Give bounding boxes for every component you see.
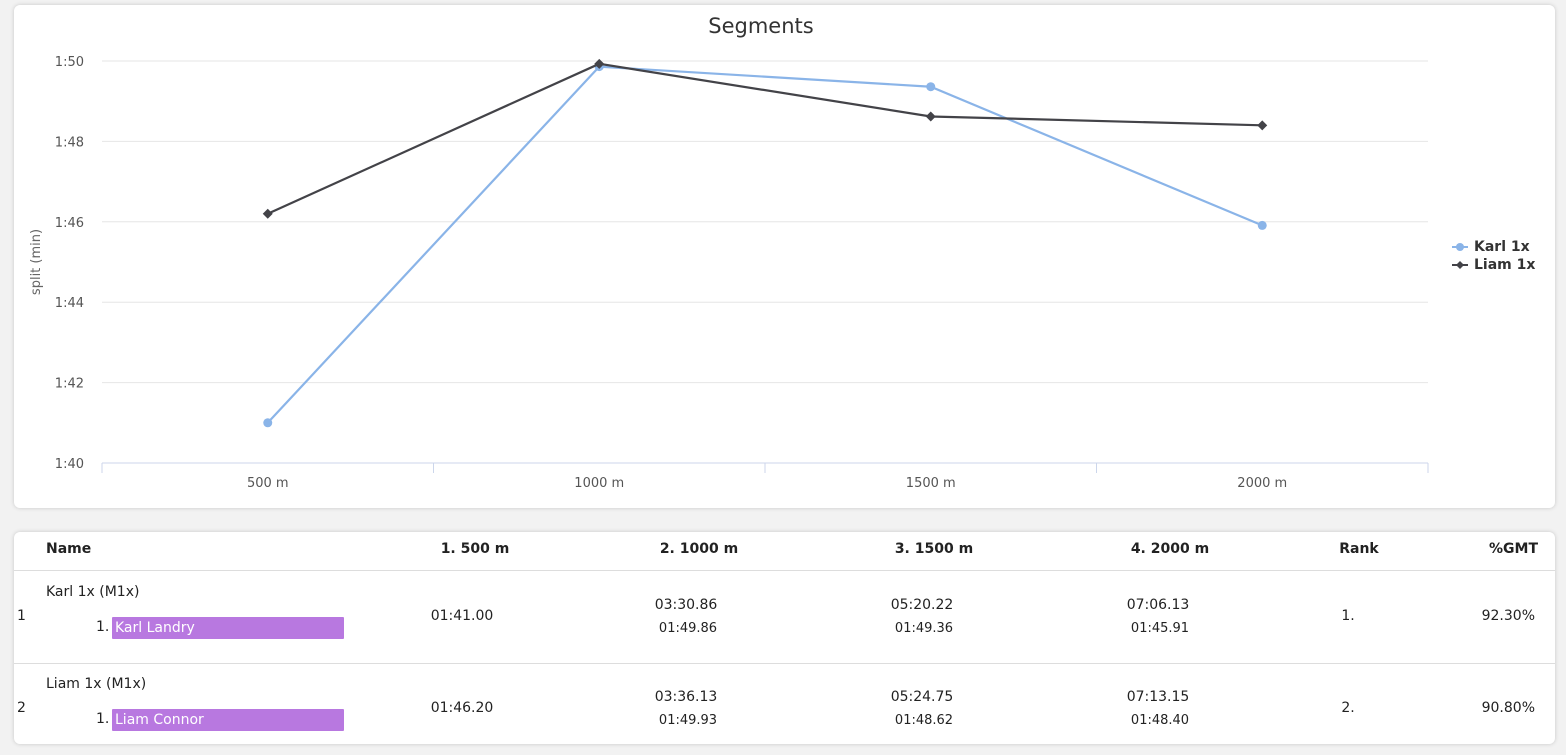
split-2000m: 01:45.91 (1130, 621, 1190, 636)
row-position: 1 (17, 608, 26, 624)
data-point (262, 208, 273, 219)
data-point (1257, 120, 1268, 131)
time-1000m: 03:36.13 (654, 689, 718, 705)
row-position: 2 (17, 700, 26, 716)
boat-name: Liam 1x (M1x) (46, 676, 147, 692)
time-2000m: 07:06.13 (1126, 597, 1190, 613)
data-point (263, 418, 273, 428)
header-name: Name (46, 541, 92, 557)
boat-name: Karl 1x (M1x) (46, 584, 140, 600)
y-tick-label: 1:48 (55, 135, 84, 150)
chart-legend: Karl 1x Liam 1x (1452, 238, 1535, 274)
y-axis-label: split (min) (29, 229, 44, 295)
legend-label: Karl 1x (1474, 239, 1530, 255)
rank-value: 2. (1341, 700, 1355, 716)
y-tick-label: 1:40 (55, 457, 84, 472)
series-line-1 (266, 65, 1263, 424)
segments-chart: Segments split (min) 1:40 1:42 1:44 1:46 1:48 1… (29, 14, 1429, 491)
legend-label: Liam 1x (1474, 257, 1536, 273)
x-tick-label: 1000 m (574, 476, 624, 491)
legend-circle-icon (1452, 243, 1468, 251)
athlete-name[interactable]: Karl Landry (112, 617, 344, 639)
legend-item-liam[interactable]: Liam 1x (1452, 256, 1535, 274)
data-point (594, 58, 605, 69)
results-table: Name 1. 500 m 2. 1000 m 3. 1500 m 4. 200… (14, 532, 1555, 744)
table-row: 2 Liam 1x (M1x) 1. Liam Connor 01:46.20 … (14, 663, 1555, 755)
time-500m: 01:41.00 (430, 608, 494, 624)
header-2000m: 4. 2000 m (1130, 541, 1210, 557)
gmt-value: 92.30% (1481, 608, 1535, 624)
time-500m: 01:46.20 (430, 700, 494, 716)
data-point (925, 111, 936, 122)
y-tick-label: 1:44 (55, 296, 84, 311)
athlete-name[interactable]: Liam Connor (112, 709, 344, 731)
data-point (1257, 220, 1267, 230)
legend-diamond-icon (1452, 261, 1468, 269)
split-2000m: 01:48.40 (1130, 713, 1190, 728)
x-tick-label: 1500 m (906, 476, 956, 491)
time-2000m: 07:13.15 (1126, 689, 1190, 705)
header-500m: 1. 500 m (440, 541, 510, 557)
chart-title: Segments (708, 14, 813, 38)
split-1000m: 01:49.93 (658, 713, 718, 728)
header-rank: Rank (1339, 541, 1379, 557)
header-1000m: 2. 1000 m (659, 541, 739, 557)
split-1000m: 01:49.86 (658, 621, 718, 636)
time-1500m: 05:24.75 (890, 689, 954, 705)
split-1500m: 01:49.36 (894, 621, 954, 636)
data-point (926, 82, 936, 92)
legend-item-karl[interactable]: Karl 1x (1452, 238, 1535, 256)
time-1000m: 03:30.86 (654, 597, 718, 613)
split-1500m: 01:48.62 (894, 713, 954, 728)
header-1500m: 3. 1500 m (894, 541, 974, 557)
chart-panel: Segments split (min) 1:40 1:42 1:44 1:46 1:48 1… (14, 5, 1555, 508)
table-header: Name 1. 500 m 2. 1000 m 3. 1500 m 4. 200… (14, 532, 1555, 571)
header-gmt: %GMT (1489, 541, 1538, 557)
gmt-value: 90.80% (1481, 700, 1535, 716)
time-1500m: 05:20.22 (890, 597, 954, 613)
series-line-2 (267, 62, 1263, 215)
y-tick-label: 1:42 (55, 377, 84, 392)
y-tick-label: 1:50 (55, 55, 84, 70)
y-tick-label: 1:46 (55, 216, 84, 231)
athlete-number: 1. (96, 619, 110, 635)
table-row: 1 Karl 1x (M1x) 1. Karl Landry 01:41.00 … (14, 571, 1555, 664)
x-tick-label: 500 m (247, 476, 289, 491)
athlete-number: 1. (96, 711, 110, 727)
rank-value: 1. (1341, 608, 1355, 624)
x-tick-label: 2000 m (1237, 476, 1287, 491)
